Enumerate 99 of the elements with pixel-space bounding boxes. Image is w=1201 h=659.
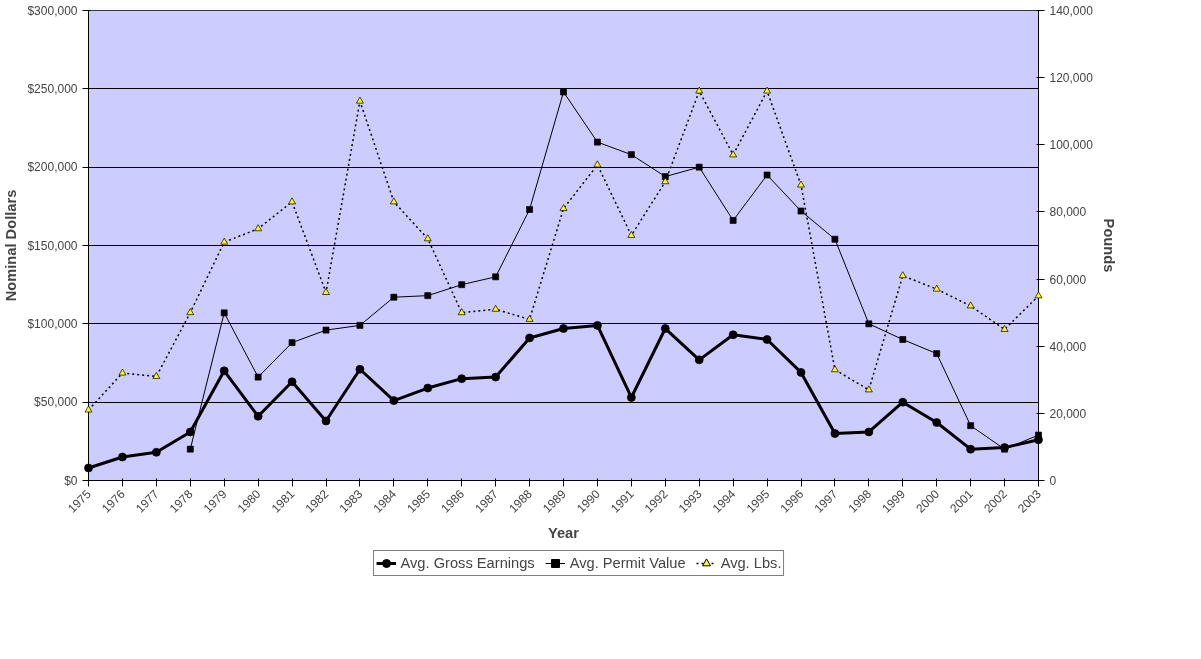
point — [491, 372, 500, 382]
point — [1000, 325, 1009, 332]
point — [560, 88, 567, 96]
point — [831, 235, 839, 243]
point — [254, 373, 262, 381]
point — [694, 355, 704, 365]
point — [729, 217, 737, 224]
point — [288, 339, 296, 346]
point — [660, 324, 670, 333]
point — [763, 86, 771, 94]
point — [865, 385, 873, 393]
point — [118, 452, 127, 462]
point — [627, 393, 636, 402]
y-tick-label: $50,000 — [34, 395, 78, 410]
point — [186, 445, 194, 453]
point — [390, 197, 398, 205]
y2-tick-label: 80,000 — [1049, 205, 1087, 220]
point — [594, 138, 601, 146]
point — [219, 366, 229, 376]
point — [152, 447, 161, 457]
point — [899, 336, 907, 343]
y2-tick-label: 0 — [1049, 474, 1057, 488]
point — [865, 320, 873, 328]
point — [864, 427, 874, 437]
point — [797, 207, 805, 215]
point — [389, 396, 399, 405]
point — [185, 427, 195, 437]
y2-tick-label: 40,000 — [1049, 339, 1087, 354]
y-axis-title: Nominal Dollars — [3, 189, 20, 302]
point — [661, 177, 670, 185]
point — [559, 324, 568, 333]
y2-tick-label: 60,000 — [1049, 272, 1087, 287]
y-tick-label: $100,000 — [27, 316, 78, 331]
y2-axis-title: Pounds — [1100, 218, 1117, 273]
point — [287, 377, 297, 387]
point — [763, 171, 771, 179]
point — [322, 326, 330, 334]
point — [321, 416, 331, 426]
point — [152, 372, 161, 379]
y-tick-label: $0 — [64, 473, 78, 488]
y-tick-label: $200,000 — [27, 160, 78, 175]
point — [898, 397, 908, 407]
point — [458, 281, 466, 289]
point — [932, 418, 942, 427]
point — [966, 301, 975, 309]
point — [933, 350, 941, 357]
point — [695, 86, 704, 94]
y2-tick-label: 120,000 — [1049, 71, 1094, 86]
point — [762, 335, 772, 344]
point — [695, 163, 703, 171]
point — [898, 271, 907, 279]
legend-label: Avg. Gross Earnings — [400, 555, 535, 571]
point — [627, 231, 636, 238]
point — [423, 383, 433, 393]
y-tick-label: $250,000 — [27, 81, 78, 96]
point — [525, 333, 534, 343]
point — [424, 292, 432, 299]
point — [830, 429, 840, 438]
point — [390, 293, 398, 301]
point — [491, 304, 500, 312]
point — [932, 284, 941, 292]
point — [729, 150, 737, 158]
point — [796, 368, 806, 377]
point — [356, 322, 364, 329]
y-tick-label: $150,000 — [27, 238, 78, 253]
point — [220, 309, 228, 317]
point — [797, 180, 805, 188]
point — [593, 160, 602, 168]
point — [492, 273, 499, 281]
legend-label: Avg. Lbs. — [720, 555, 782, 571]
point — [322, 288, 330, 295]
point — [288, 197, 296, 205]
point — [423, 234, 432, 242]
point — [967, 422, 974, 430]
point — [457, 308, 466, 316]
point — [220, 237, 229, 245]
y-tick-label: $300,000 — [27, 3, 78, 18]
point — [253, 411, 263, 421]
point — [118, 368, 127, 376]
point — [1035, 431, 1042, 439]
point — [186, 308, 195, 316]
point — [831, 365, 839, 373]
point — [966, 444, 975, 454]
point — [84, 463, 93, 473]
point — [525, 314, 534, 322]
point — [628, 151, 635, 158]
point — [559, 204, 568, 211]
y2-tick-label: 20,000 — [1049, 406, 1087, 421]
x-axis-title: Year — [548, 524, 580, 541]
legend-label: Avg. Permit Value — [569, 555, 686, 571]
point — [254, 224, 262, 232]
point — [457, 374, 467, 384]
point — [728, 330, 738, 340]
point — [355, 364, 365, 374]
y2-tick-label: 140,000 — [1049, 4, 1094, 18]
y2-tick-label: 100,000 — [1049, 138, 1094, 153]
point — [593, 321, 602, 330]
point — [356, 96, 364, 104]
point — [526, 206, 533, 213]
